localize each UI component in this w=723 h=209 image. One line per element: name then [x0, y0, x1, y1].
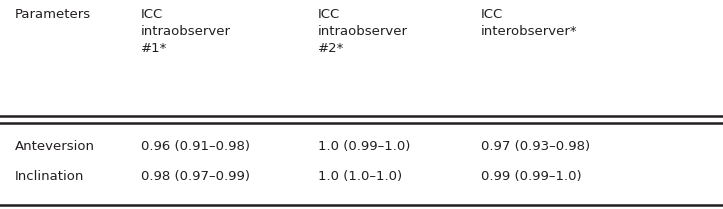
- Text: 0.97 (0.93–0.98): 0.97 (0.93–0.98): [481, 140, 590, 153]
- Text: 0.99 (0.99–1.0): 0.99 (0.99–1.0): [481, 170, 581, 183]
- Text: ICC
intraobserver
#1*: ICC intraobserver #1*: [141, 8, 231, 55]
- Text: 0.98 (0.97–0.99): 0.98 (0.97–0.99): [141, 170, 250, 183]
- Text: ICC
interobserver*: ICC interobserver*: [481, 8, 578, 38]
- Text: 1.0 (1.0–1.0): 1.0 (1.0–1.0): [318, 170, 402, 183]
- Text: Parameters: Parameters: [14, 8, 90, 21]
- Text: ICC
intraobserver
#2*: ICC intraobserver #2*: [318, 8, 408, 55]
- Text: Inclination: Inclination: [14, 170, 84, 183]
- Text: Anteversion: Anteversion: [14, 140, 95, 153]
- Text: 1.0 (0.99–1.0): 1.0 (0.99–1.0): [318, 140, 411, 153]
- Text: 0.96 (0.91–0.98): 0.96 (0.91–0.98): [141, 140, 250, 153]
